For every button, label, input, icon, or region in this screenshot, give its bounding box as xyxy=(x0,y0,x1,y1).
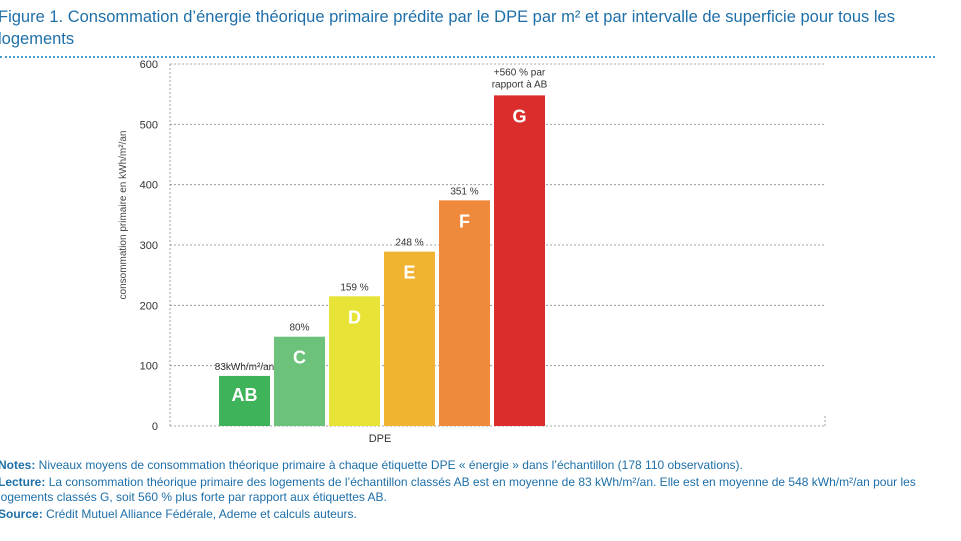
source-label: Source xyxy=(0,507,39,521)
data-label: 351 % xyxy=(450,186,478,197)
y-tick-label: 500 xyxy=(140,119,158,131)
data-label: 80% xyxy=(289,323,309,334)
lecture-label: Lecture xyxy=(0,475,42,489)
bar-chart: 0 100 200 300 400 500 600 AB 83kWh/m²/an C 80% D 15… xyxy=(118,59,826,445)
bar-e xyxy=(384,251,435,426)
y-tick-labels: 0 100 200 300 400 500 600 xyxy=(140,59,158,433)
y-tick-label: 0 xyxy=(152,421,158,433)
data-labels: AB 83kWh/m²/an C 80% D 159 % E 248 % F 351 % G +560… xyxy=(215,67,548,405)
data-label: 159 % xyxy=(340,282,368,293)
y-tick-label: 400 xyxy=(140,180,158,192)
y-tick-label: 100 xyxy=(140,361,158,373)
figure-title: Figure 1. Consommation d’énergie théoriq… xyxy=(0,8,895,48)
data-label: 83kWh/m²/an xyxy=(215,362,274,373)
x-axis-label: DPE xyxy=(369,433,392,445)
bar-g xyxy=(494,95,545,426)
notes-text: Niveaux moyens de consommation théorique… xyxy=(35,458,743,472)
source-text: Crédit Mutuel Alliance Fédérale, Ademe e… xyxy=(42,507,357,521)
y-tick-label: 200 xyxy=(140,300,158,312)
data-label: 248 % xyxy=(395,238,423,249)
category-label: G xyxy=(512,106,526,126)
bars xyxy=(219,95,545,426)
bar-ab xyxy=(219,375,270,426)
category-label: F xyxy=(459,211,470,231)
bar-c xyxy=(274,336,325,426)
lecture-line: Lecture: La consommation théorique prima… xyxy=(0,475,916,504)
bar-f xyxy=(439,200,490,426)
notes-label: Notes xyxy=(0,458,32,472)
data-label: +560 % par rapport à AB xyxy=(492,67,548,90)
y-tick-label: 600 xyxy=(140,59,158,71)
title-divider xyxy=(0,56,935,58)
source-line: Source: Crédit Mutuel Alliance Fédérale,… xyxy=(0,507,357,521)
y-tick-label: 300 xyxy=(140,240,158,252)
category-label: AB xyxy=(232,385,258,405)
y-axis-label: consommation primaire en kWh/m²/an xyxy=(118,131,129,300)
category-label: D xyxy=(348,307,361,327)
category-label: E xyxy=(403,263,415,283)
notes-line: Notes: Niveaux moyens de consommation th… xyxy=(0,458,743,472)
bar-d xyxy=(329,296,380,426)
category-label: C xyxy=(293,348,306,368)
lecture-text: La consommation théorique primaire des l… xyxy=(0,475,916,504)
notes-block: Notes: Niveaux moyens de consommation th… xyxy=(0,458,958,524)
